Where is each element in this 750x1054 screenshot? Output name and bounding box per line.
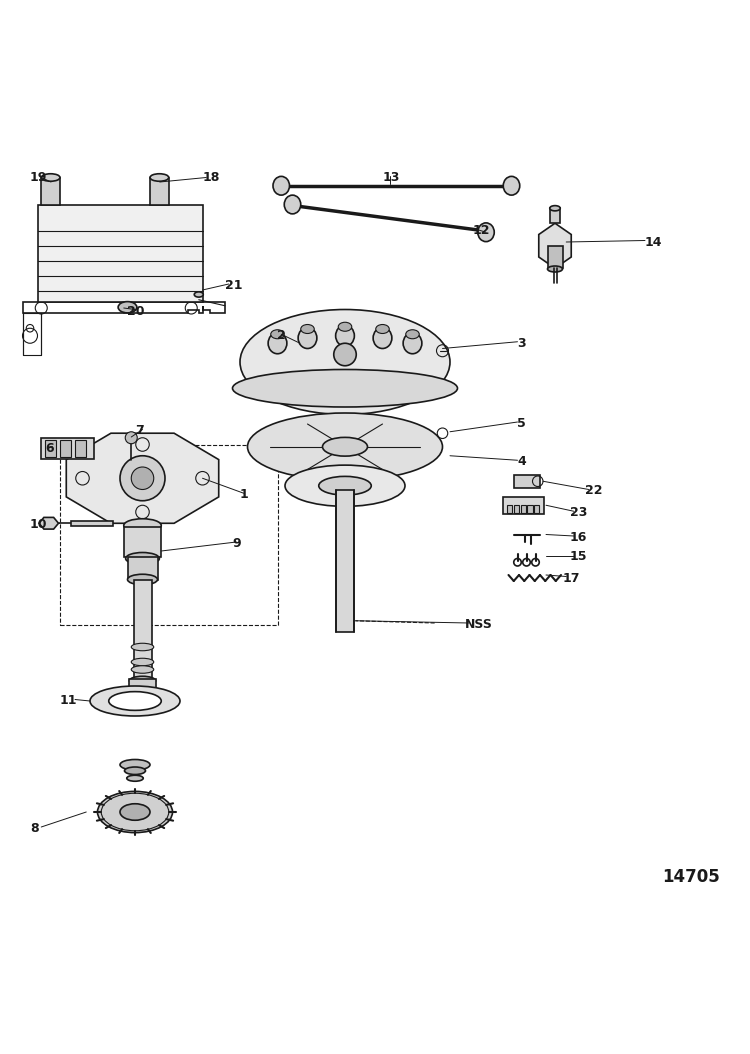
Polygon shape bbox=[538, 223, 572, 269]
Ellipse shape bbox=[550, 206, 560, 211]
Text: NSS: NSS bbox=[465, 618, 493, 631]
Text: 17: 17 bbox=[562, 571, 580, 585]
Bar bbox=[514, 505, 519, 512]
Ellipse shape bbox=[150, 174, 169, 181]
Ellipse shape bbox=[298, 328, 316, 349]
Ellipse shape bbox=[376, 325, 389, 333]
Ellipse shape bbox=[336, 326, 354, 347]
Polygon shape bbox=[39, 518, 58, 529]
Bar bbox=[527, 505, 532, 512]
Ellipse shape bbox=[131, 643, 154, 650]
Text: 21: 21 bbox=[225, 279, 242, 292]
Circle shape bbox=[120, 455, 165, 501]
Text: 13: 13 bbox=[382, 171, 400, 184]
Circle shape bbox=[131, 467, 154, 489]
Bar bbox=[507, 505, 512, 512]
Bar bbox=[129, 679, 156, 696]
Bar bbox=[548, 246, 562, 269]
Bar bbox=[534, 505, 539, 512]
Text: 14: 14 bbox=[645, 235, 662, 249]
Text: 16: 16 bbox=[570, 531, 587, 544]
Ellipse shape bbox=[271, 330, 284, 338]
Ellipse shape bbox=[128, 574, 158, 585]
Bar bbox=[75, 440, 86, 456]
Bar bbox=[514, 474, 540, 488]
Bar bbox=[41, 178, 60, 204]
Ellipse shape bbox=[109, 691, 161, 710]
Ellipse shape bbox=[120, 804, 150, 820]
Text: 12: 12 bbox=[472, 225, 490, 237]
Text: 22: 22 bbox=[585, 485, 602, 497]
Ellipse shape bbox=[240, 310, 450, 414]
Bar bbox=[336, 489, 354, 632]
Ellipse shape bbox=[124, 767, 146, 775]
Bar bbox=[503, 497, 544, 513]
Ellipse shape bbox=[131, 659, 154, 666]
Text: 1: 1 bbox=[240, 488, 249, 502]
Ellipse shape bbox=[194, 292, 203, 297]
Bar bbox=[150, 178, 169, 204]
Text: 18: 18 bbox=[202, 171, 220, 184]
Ellipse shape bbox=[301, 325, 314, 333]
Ellipse shape bbox=[285, 465, 405, 506]
Bar bbox=[38, 204, 203, 302]
Ellipse shape bbox=[90, 686, 180, 716]
Ellipse shape bbox=[503, 176, 520, 195]
Polygon shape bbox=[22, 302, 225, 313]
Ellipse shape bbox=[404, 333, 422, 354]
Bar bbox=[520, 505, 526, 512]
Ellipse shape bbox=[125, 552, 159, 565]
Ellipse shape bbox=[374, 328, 392, 349]
Polygon shape bbox=[66, 433, 219, 523]
Text: 6: 6 bbox=[45, 442, 54, 454]
Text: 5: 5 bbox=[518, 417, 526, 430]
Bar bbox=[134, 580, 152, 681]
Ellipse shape bbox=[129, 677, 156, 685]
Circle shape bbox=[334, 344, 356, 366]
Bar bbox=[128, 557, 158, 580]
Ellipse shape bbox=[338, 323, 352, 331]
Text: 15: 15 bbox=[570, 550, 587, 564]
Text: 9: 9 bbox=[232, 536, 242, 550]
Ellipse shape bbox=[284, 195, 301, 214]
Ellipse shape bbox=[124, 519, 161, 532]
Bar bbox=[60, 445, 278, 625]
Ellipse shape bbox=[268, 333, 286, 354]
Text: 19: 19 bbox=[30, 171, 47, 184]
Ellipse shape bbox=[322, 437, 368, 456]
Ellipse shape bbox=[131, 666, 154, 674]
Text: 2: 2 bbox=[278, 329, 286, 343]
Text: 10: 10 bbox=[30, 519, 47, 531]
Ellipse shape bbox=[273, 176, 290, 195]
Text: 8: 8 bbox=[30, 822, 39, 835]
Bar bbox=[41, 437, 94, 458]
Bar bbox=[60, 440, 71, 456]
Bar bbox=[22, 313, 41, 354]
Text: 23: 23 bbox=[570, 506, 587, 520]
Bar bbox=[550, 209, 560, 223]
Bar bbox=[71, 521, 112, 526]
Ellipse shape bbox=[248, 413, 442, 481]
Ellipse shape bbox=[406, 330, 419, 338]
Bar bbox=[45, 440, 56, 456]
Ellipse shape bbox=[319, 476, 371, 495]
Ellipse shape bbox=[98, 792, 172, 833]
Text: 14705: 14705 bbox=[662, 867, 720, 885]
Ellipse shape bbox=[548, 266, 562, 272]
Text: 4: 4 bbox=[518, 455, 526, 468]
Ellipse shape bbox=[41, 174, 60, 181]
Text: 20: 20 bbox=[128, 305, 145, 317]
Ellipse shape bbox=[232, 370, 458, 407]
Circle shape bbox=[125, 432, 137, 444]
Text: 11: 11 bbox=[60, 695, 77, 707]
Ellipse shape bbox=[118, 301, 136, 313]
Ellipse shape bbox=[127, 776, 143, 781]
Text: 3: 3 bbox=[518, 336, 526, 350]
Bar bbox=[124, 527, 161, 557]
Ellipse shape bbox=[478, 222, 494, 241]
Text: 7: 7 bbox=[135, 425, 144, 437]
Ellipse shape bbox=[120, 760, 150, 770]
